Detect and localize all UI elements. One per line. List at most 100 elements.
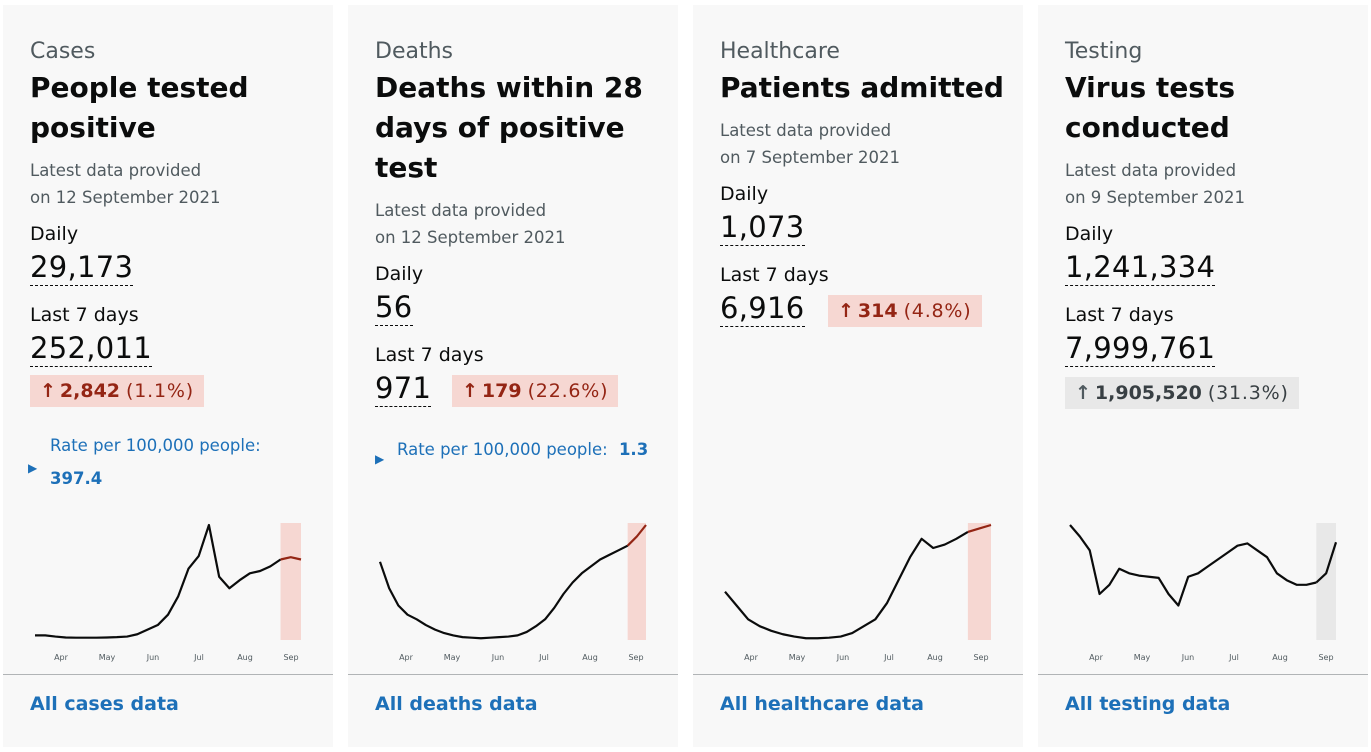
all-deaths-link[interactable]: All deaths data xyxy=(375,693,538,715)
change-percent: (31.3%) xyxy=(1207,382,1289,404)
testing-chart: Apr May Jun Jul Aug Sep xyxy=(1069,523,1338,662)
latest-data-text: Latest data provided on 12 September 202… xyxy=(30,161,221,207)
divider xyxy=(1038,674,1368,675)
change-badge: ↑ 1,905,520 (31.3%) xyxy=(1065,377,1299,409)
tick-label: May xyxy=(1134,653,1151,662)
tick-label: May xyxy=(99,653,116,662)
daily-label: Daily xyxy=(30,223,79,245)
last-7-days-label: Last 7 days xyxy=(1065,304,1174,326)
series-line xyxy=(724,530,969,640)
tick-label: Jun xyxy=(1181,653,1195,662)
tick-label: Jun xyxy=(836,653,850,662)
daily-value[interactable]: 56 xyxy=(375,290,413,326)
change-amount: 314 xyxy=(857,300,898,322)
daily-value[interactable]: 1,241,334 xyxy=(1065,250,1216,286)
rate-label: Rate per 100,000 people: xyxy=(397,440,608,459)
card-testing: Testing Virus tests conducted Latest dat… xyxy=(1038,5,1368,747)
all-testing-link[interactable]: All testing data xyxy=(1065,693,1231,715)
card-deaths: Deaths Deaths within 28 days of positive… xyxy=(348,5,678,747)
tick-label: Jun xyxy=(146,653,160,662)
all-healthcare-link[interactable]: All healthcare data xyxy=(720,693,924,715)
card-title: Deaths within 28 days of positive test xyxy=(375,71,643,184)
tick-label: Apr xyxy=(1089,653,1104,662)
divider xyxy=(693,674,1023,675)
series-line xyxy=(1069,524,1317,607)
arrow-up-icon: ↑ xyxy=(1075,382,1091,404)
divider xyxy=(3,674,333,675)
rate-toggle[interactable]: ▶ Rate per 100,000 people: 397.4 xyxy=(28,429,318,495)
latest-data-text: Latest data provided on 9 September 2021 xyxy=(1065,161,1245,207)
tick-label: Jul xyxy=(883,653,894,662)
recent-series-line xyxy=(280,556,302,561)
tick-label: Sep xyxy=(1318,653,1333,662)
tick-label: Sep xyxy=(283,653,298,662)
recent-period-band xyxy=(967,523,991,640)
change-amount: 2,842 xyxy=(59,380,121,402)
change-badge: ↑ 314 (4.8%) xyxy=(828,295,982,327)
tick-label: Aug xyxy=(1272,653,1288,662)
daily-value[interactable]: 29,173 xyxy=(30,250,134,286)
change-percent: (4.8%) xyxy=(903,300,972,322)
daily-label: Daily xyxy=(1065,223,1114,245)
last-7-days-value[interactable]: 6,916 xyxy=(720,291,805,327)
tick-label: Aug xyxy=(237,653,253,662)
card-category: Healthcare xyxy=(720,39,840,64)
recent-series-line xyxy=(1315,541,1338,584)
daily-label: Daily xyxy=(375,263,424,285)
last-7-days-label: Last 7 days xyxy=(720,264,829,286)
tick-label: Aug xyxy=(927,653,943,662)
tick-label: Jul xyxy=(538,653,549,662)
card-title: Patients admitted xyxy=(720,71,1004,104)
last-7-days-value[interactable]: 971 xyxy=(375,371,432,407)
rate-value: 397.4 xyxy=(50,469,103,488)
series-line xyxy=(35,523,282,639)
rate-value: 1.3 xyxy=(618,440,649,459)
tick-label: Aug xyxy=(582,653,598,662)
triangle-right-icon: ▶ xyxy=(375,452,385,466)
latest-data-text: Latest data provided on 7 September 2021 xyxy=(720,121,900,167)
card-healthcare: Healthcare Patients admitted Latest data… xyxy=(693,5,1023,747)
card-category: Testing xyxy=(1065,39,1143,64)
rate-label: Rate per 100,000 people: xyxy=(50,436,261,455)
tick-label: Sep xyxy=(973,653,988,662)
all-cases-link[interactable]: All cases data xyxy=(30,693,179,715)
latest-data-text: Latest data provided on 12 September 202… xyxy=(375,201,566,247)
series-line xyxy=(378,544,629,640)
change-percent: (22.6%) xyxy=(527,380,609,402)
rate-toggle[interactable]: ▶ Rate per 100,000 people: 1.3 xyxy=(375,433,648,466)
tick-label: May xyxy=(444,653,461,662)
tick-label: Sep xyxy=(628,653,643,662)
tick-label: Apr xyxy=(744,653,759,662)
last-7-days-label: Last 7 days xyxy=(30,304,139,326)
recent-series-line xyxy=(967,523,992,533)
triangle-right-icon: ▶ xyxy=(28,461,38,475)
last-7-days-value[interactable]: 7,999,761 xyxy=(1065,331,1216,367)
last-7-days-label: Last 7 days xyxy=(375,344,484,366)
cases-chart: Apr May Jun Jul Aug Sep xyxy=(35,523,302,662)
tick-label: May xyxy=(789,653,806,662)
recent-series-line xyxy=(626,524,647,547)
card-category: Deaths xyxy=(375,39,453,64)
change-amount: 1,905,520 xyxy=(1094,382,1202,404)
card-title: People tested positive xyxy=(30,71,249,144)
card-cases: Cases People tested positive Latest data… xyxy=(3,5,333,747)
card-category: Cases xyxy=(30,39,96,64)
change-percent: (1.1%) xyxy=(126,380,194,402)
daily-label: Daily xyxy=(720,183,769,205)
arrow-up-icon: ↑ xyxy=(838,300,854,322)
tick-label: Jul xyxy=(193,653,204,662)
daily-value[interactable]: 1,073 xyxy=(720,210,805,246)
tick-label: Jul xyxy=(1228,653,1239,662)
tick-label: Apr xyxy=(399,653,414,662)
last-7-days-value[interactable]: 252,011 xyxy=(30,331,153,367)
divider xyxy=(348,674,678,675)
arrow-up-icon: ↑ xyxy=(462,380,478,402)
recent-period-band xyxy=(1316,523,1336,640)
tick-label: Jun xyxy=(491,653,505,662)
change-amount: 179 xyxy=(481,380,522,402)
healthcare-chart: Apr May Jun Jul Aug Sep xyxy=(724,523,992,662)
change-badge: ↑ 2,842 (1.1%) xyxy=(30,375,204,407)
tick-label: Apr xyxy=(54,653,69,662)
arrow-up-icon: ↑ xyxy=(40,380,56,402)
deaths-chart: Apr May Jun Jul Aug Sep xyxy=(378,523,647,662)
